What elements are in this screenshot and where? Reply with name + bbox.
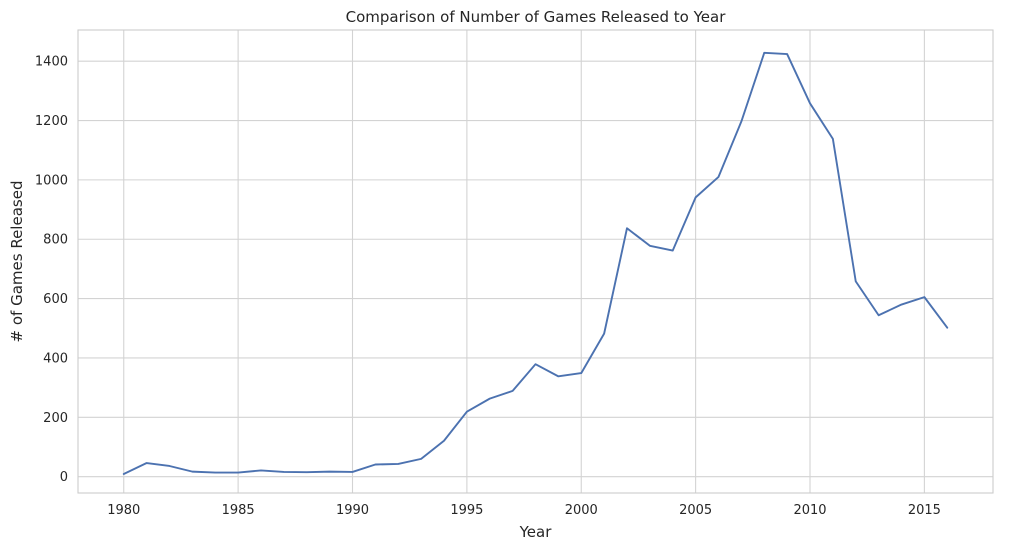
- y-tick-label: 1400: [35, 55, 68, 70]
- x-tick-label: 1995: [450, 503, 483, 518]
- y-tick-label: 1000: [35, 173, 68, 188]
- y-axis-label: # of Games Released: [8, 181, 26, 343]
- x-axis-ticks: 1980 1985 1990 1995 2000 2005 2010 2015: [107, 503, 941, 518]
- plot-frame: [77, 29, 994, 494]
- x-axis-label: Year: [519, 523, 553, 541]
- series-line: [122, 51, 949, 475]
- x-tick-label: 1985: [222, 503, 255, 518]
- y-tick-label: 0: [60, 470, 68, 485]
- y-tick-label: 400: [43, 351, 68, 366]
- y-tick-label: 600: [43, 292, 68, 307]
- x-tick-label: 2010: [793, 503, 826, 518]
- x-tick-label: 1990: [336, 503, 369, 518]
- x-tick-label: 1980: [107, 503, 140, 518]
- series-layer: [122, 51, 949, 475]
- y-tick-label: 800: [43, 233, 68, 248]
- x-tick-label: 2015: [908, 503, 941, 518]
- y-axis-ticks: 0 200 400 600 800 1000 1200 1400: [35, 55, 68, 486]
- x-tick-label: 2000: [565, 503, 598, 518]
- y-tick-label: 200: [43, 411, 68, 426]
- y-tick-label: 1200: [35, 114, 68, 129]
- grid: [78, 30, 993, 493]
- chart-title: Comparison of Number of Games Released t…: [346, 8, 727, 26]
- x-tick-label: 2005: [679, 503, 712, 518]
